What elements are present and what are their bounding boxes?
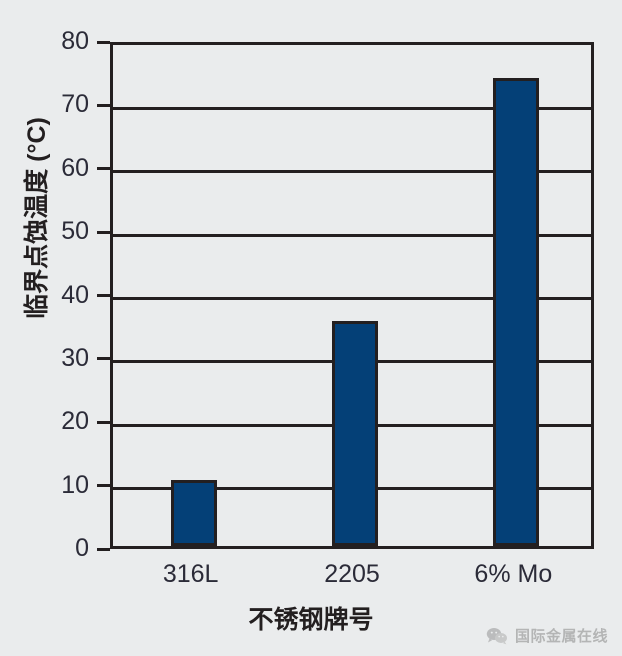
bar	[170, 479, 217, 546]
y-tick-label: 80	[61, 27, 89, 55]
y-tick-mark	[97, 547, 110, 551]
bar	[332, 321, 378, 546]
y-tick-mark	[97, 484, 110, 488]
y-tick-mark	[97, 230, 110, 234]
y-tick-mark	[97, 294, 110, 297]
y-tick-mark	[97, 103, 110, 107]
bar	[493, 78, 540, 546]
y-tick-label: 10	[61, 470, 89, 499]
y-tick-mark	[97, 420, 110, 424]
y-tick-mark	[97, 357, 110, 361]
gridline	[113, 170, 591, 174]
y-tick-label: 0	[75, 534, 89, 562]
watermark: 国际金属在线	[486, 625, 608, 646]
gridline	[113, 106, 591, 110]
y-axis-title: 临界点蚀温度 (°C)	[23, 117, 51, 319]
y-tick-mark	[97, 167, 110, 171]
y-tick-mark	[97, 40, 110, 44]
watermark-text: 国际金属在线	[514, 628, 608, 645]
gridline	[113, 297, 591, 300]
x-axis-title: 不锈钢牌号	[248, 606, 374, 634]
x-tick-label: 2205	[324, 560, 380, 588]
x-tick-label: 316L	[162, 560, 219, 588]
plot-area	[110, 42, 594, 549]
gridline	[113, 233, 591, 237]
x-tick-label: 6% Mo	[474, 560, 553, 588]
y-tick-label: 20	[61, 407, 89, 436]
wechat-icon	[486, 627, 508, 645]
